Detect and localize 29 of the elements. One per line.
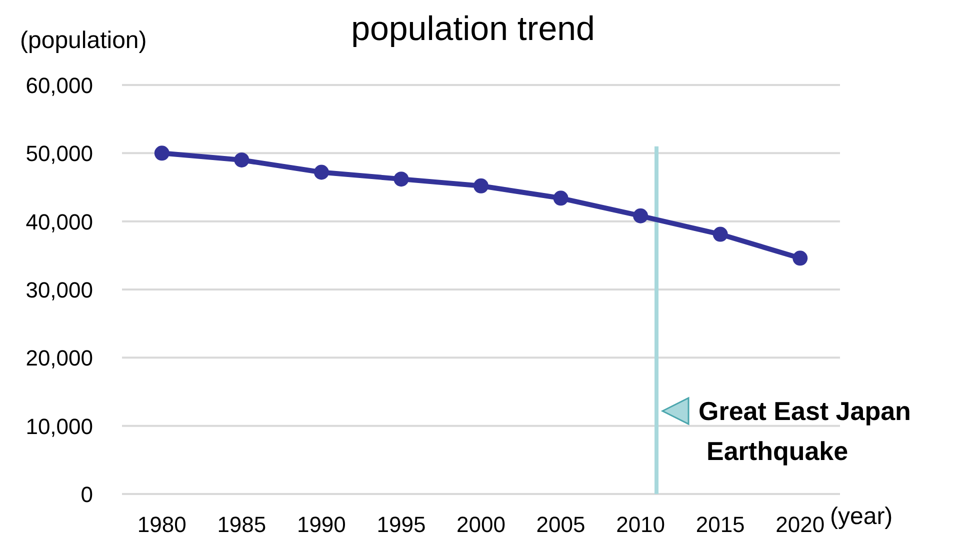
x-axis-title: (year) (830, 503, 893, 530)
point (792, 250, 808, 266)
point (394, 172, 409, 187)
y-tick-label: 10,000 (26, 414, 93, 439)
x-tick-label: 1990 (296, 512, 346, 537)
x-tick-label: 2000 (456, 512, 506, 537)
x-tick-label: 1995 (376, 512, 426, 537)
y-tick-label: 30,000 (26, 278, 93, 302)
point (314, 164, 329, 180)
point (234, 152, 250, 168)
x-tick-label: 2010 (616, 512, 666, 537)
point (633, 208, 648, 224)
x-tick-label: 2005 (536, 512, 586, 537)
x-tick-label: 2015 (696, 512, 745, 537)
y-tick-label: 60,000 (26, 73, 93, 98)
point (712, 226, 728, 242)
x-tick-label: 2020 (776, 512, 825, 537)
y-tick-label: 0 (80, 482, 93, 507)
ref-line-label: Great East Japan Earthquake (698, 396, 911, 466)
x-tick-label: 1985 (217, 512, 266, 537)
point (553, 190, 568, 206)
y-tick-label: 50,000 (26, 141, 93, 166)
x-tick-label: 1980 (137, 512, 186, 537)
y-tick-label: 20,000 (26, 346, 93, 371)
y-axis-title: (population) (20, 27, 147, 54)
point (154, 146, 170, 161)
y-tick-label: 40,000 (26, 209, 93, 234)
point (474, 178, 488, 194)
chart-title: population trend (351, 10, 595, 48)
